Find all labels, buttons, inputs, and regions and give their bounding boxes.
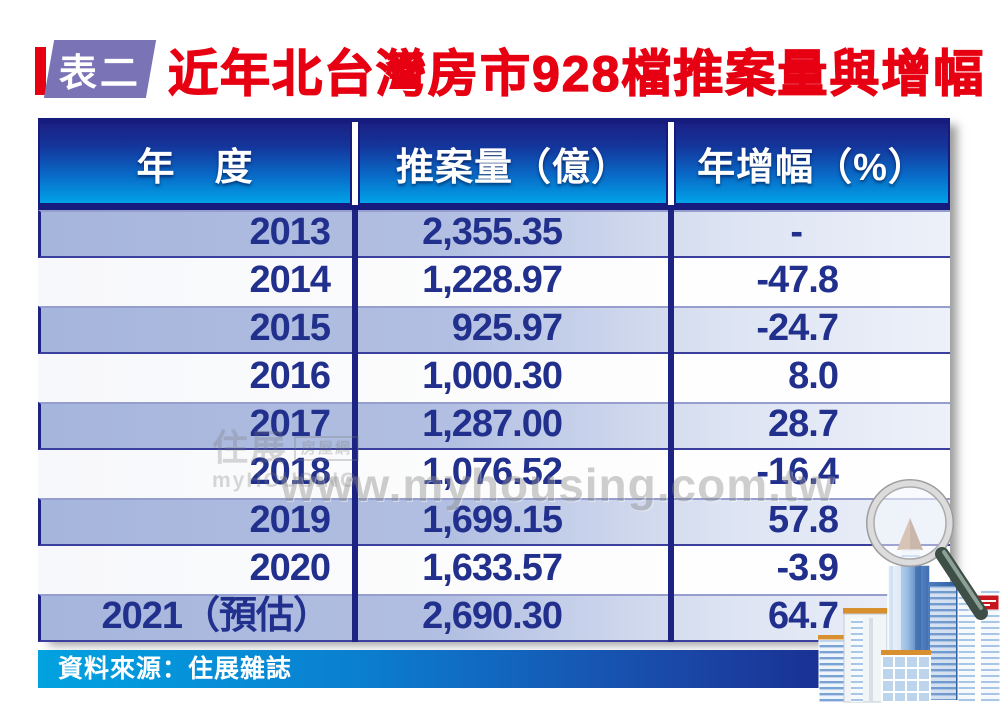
volume-cell: 1,000.30 [422, 355, 563, 397]
growth-cell: -3.9 [776, 547, 839, 589]
volume-cell: 2,355.35 [422, 211, 563, 253]
volume-cell: 1,699.15 [422, 499, 563, 541]
table-row: 2014 1,228.97 -47.8 [38, 258, 950, 306]
table-row: 2017 1,287.00 28.7 [38, 402, 950, 450]
table-row: 2018 1,076.52 -16.4 [38, 450, 950, 498]
growth-cell: - [790, 211, 803, 253]
year-cell: 2016 [249, 355, 331, 397]
table-number-badge: 表二 [35, 38, 175, 100]
table-row: 2021（預估） 2,690.30 64.7 [38, 594, 950, 642]
watermark-url: www.myhousing.com.tw [280, 459, 835, 511]
building-icon [843, 608, 888, 703]
buildings-magnifier-illustration [818, 479, 1000, 703]
building-icon [881, 650, 931, 703]
volume-cell: 1,633.57 [422, 547, 563, 589]
year-cell: 2013 [249, 211, 331, 253]
table-row: 2020 1,633.57 -3.9 [38, 546, 950, 594]
magnifier-icon [866, 479, 988, 620]
growth-cell: 57.8 [768, 499, 839, 541]
header-cell-year: 年 度 [38, 122, 352, 205]
badge-box: 表二 [43, 40, 157, 98]
watermark-logo: 住展 房屋網 myHOUSING [212, 427, 360, 492]
year-cell: 2021（預估） [101, 595, 331, 637]
growth-cell: -47.8 [756, 259, 839, 301]
year-cell: 2015 [249, 307, 331, 349]
table-row: 2016 1,000.30 8.0 [38, 354, 950, 402]
growth-cell: -16.4 [756, 451, 839, 493]
data-table: 年 度 推案量（億） 年增幅（%） 2013 2,355.35 - 2014 1,228… [38, 118, 950, 642]
year-cell: 2019 [249, 499, 331, 541]
watermark-logo-cjk: 住展 [212, 427, 289, 468]
growth-cell: 8.0 [788, 355, 839, 397]
column-divider [352, 210, 358, 642]
building-icon [818, 635, 845, 703]
table-row: 2015 925.97 -24.7 [38, 306, 950, 354]
year-cell: 2018 [249, 451, 331, 493]
badge-red-bar [35, 47, 46, 95]
growth-cell: 64.7 [768, 595, 839, 637]
volume-cell: 925.97 [451, 307, 563, 349]
header-cell-growth: 年增幅（%） [674, 122, 950, 205]
year-cell: 2020 [249, 547, 331, 589]
header-cell-volume: 推案量（億） [358, 122, 668, 205]
year-cell: 2014 [249, 259, 331, 301]
table-row: 2019 1,699.15 57.8 [38, 498, 950, 546]
column-divider [668, 210, 674, 642]
badge-label: 表二 [58, 52, 141, 95]
page-title: 近年北台灣房市928檔推案量與增幅 [167, 45, 986, 102]
table-header-row: 年 度 推案量（億） 年增幅（%） [38, 118, 950, 210]
growth-cell: 28.7 [768, 403, 839, 445]
volume-cell: 2,690.30 [422, 595, 563, 637]
source-bar: 資料來源：住展雜誌 [38, 650, 950, 688]
growth-cell: -24.7 [756, 307, 839, 349]
building-icon [928, 582, 958, 700]
year-cell: 2017 [249, 403, 331, 445]
table-body: 2013 2,355.35 - 2014 1,228.97 -47.8 2015 925.97… [38, 210, 950, 642]
watermark-logo-box: 房屋網 [294, 436, 360, 461]
watermark-logo-latin: myHOUSING [212, 469, 359, 492]
table-row: 2013 2,355.35 - [38, 210, 950, 258]
volume-cell: 1,228.97 [422, 259, 563, 301]
volume-cell: 1,287.00 [422, 403, 563, 445]
volume-cell: 1,076.52 [422, 451, 563, 493]
